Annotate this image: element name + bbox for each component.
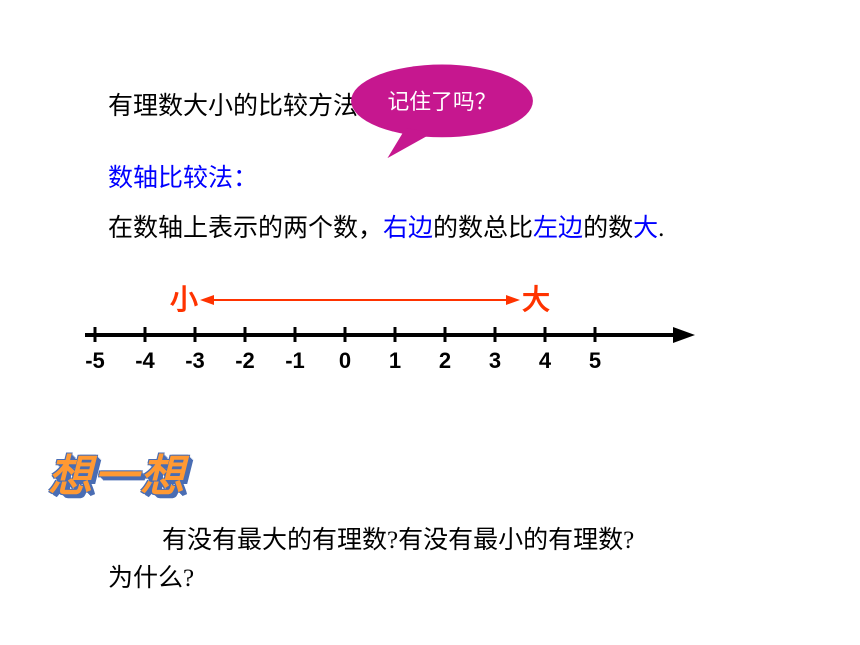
tick-label: 1 <box>389 348 401 373</box>
tick-label: -2 <box>235 348 255 373</box>
desc-big: 大 <box>633 215 658 242</box>
desc-part3: 的数总比 <box>433 215 533 242</box>
desc-part5: 的数 <box>583 215 633 242</box>
wordart-think: 想一想 <box>48 440 186 504</box>
question-line2: 为什么? <box>108 558 194 594</box>
question-line1: 有没有最大的有理数?有没有最小的有理数? <box>162 520 634 556</box>
small-label: 小 <box>170 278 198 318</box>
tick-label: -3 <box>185 348 205 373</box>
description: 在数轴上表示的两个数，右边的数总比左边的数大. <box>108 208 664 244</box>
double-arrow <box>200 290 520 310</box>
desc-part7: . <box>658 215 664 242</box>
tick-label: -4 <box>135 348 155 373</box>
speech-text: 记住了吗？ <box>387 90 496 114</box>
speech-bubble: 记住了吗？ <box>332 60 552 160</box>
tick-label: 4 <box>539 348 552 373</box>
tick-label: 3 <box>489 348 501 373</box>
desc-part1: 在数轴上表示的两个数， <box>108 215 383 242</box>
tick-label: 0 <box>339 348 351 373</box>
desc-right: 右边 <box>383 215 433 242</box>
desc-left: 左边 <box>533 215 583 242</box>
number-line: -5 -4 -3 -2 -1 0 1 2 3 4 5 <box>85 320 695 380</box>
tick-label: -5 <box>85 348 105 373</box>
big-label: 大 <box>522 278 550 318</box>
tick-label: 2 <box>439 348 451 373</box>
tick-label: 5 <box>589 348 601 373</box>
subtitle: 数轴比较法： <box>108 158 258 194</box>
tick-label: -1 <box>285 348 305 373</box>
